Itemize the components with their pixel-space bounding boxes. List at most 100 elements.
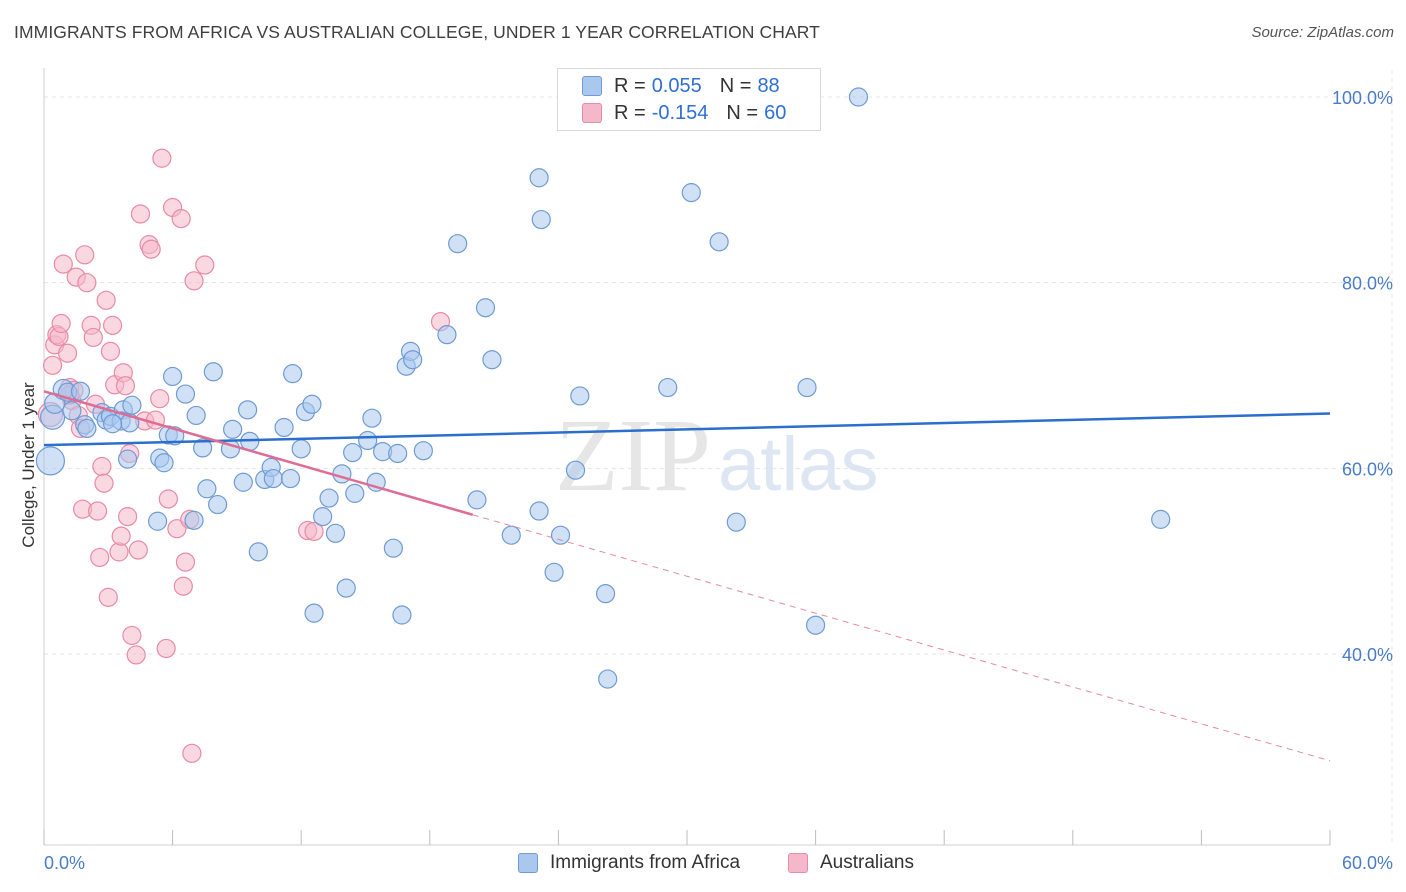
- point-immigrants-from-africa: [291, 439, 311, 459]
- point-immigrants-from-africa: [1151, 509, 1171, 529]
- trend-line-australians: [43, 390, 474, 516]
- watermark: ZIP atlas: [555, 398, 879, 513]
- y-tick-label: 100.0%: [1332, 88, 1393, 108]
- point-australians: [53, 254, 73, 274]
- point-immigrants-from-africa: [413, 441, 433, 461]
- point-immigrants-from-africa: [263, 468, 283, 489]
- point-australians: [96, 290, 116, 310]
- point-australians: [152, 148, 172, 168]
- point-australians: [130, 204, 151, 224]
- point-immigrants-from-africa: [383, 538, 403, 558]
- point-australians: [57, 343, 78, 363]
- point-immigrants-from-africa: [203, 362, 223, 382]
- point-immigrants-from-africa: [403, 350, 423, 370]
- point-immigrants-from-africa: [529, 168, 549, 188]
- point-immigrants-from-africa: [598, 669, 618, 689]
- point-australians: [94, 473, 114, 493]
- point-immigrants-from-africa: [595, 584, 616, 604]
- point-immigrants-from-africa: [437, 325, 457, 345]
- y-tick-label: 40.0%: [1342, 645, 1393, 665]
- trend-lines: [43, 390, 1331, 762]
- point-australians: [90, 547, 110, 568]
- point-australians: [42, 355, 63, 375]
- point-immigrants-from-africa: [325, 523, 346, 543]
- point-immigrants-from-africa: [345, 483, 365, 503]
- point-immigrants-from-africa: [709, 232, 729, 252]
- point-immigrants-from-africa: [475, 298, 496, 318]
- series-legend: Immigrants from Africa Australians: [0, 852, 1406, 876]
- series-legend-swatch-blue: [518, 853, 538, 873]
- legend-n-value: 60: [764, 101, 787, 124]
- point-immigrants-from-africa: [208, 494, 228, 515]
- point-immigrants-from-africa: [117, 449, 138, 469]
- point-immigrants-from-africa: [304, 603, 324, 623]
- point-immigrants-from-africa: [175, 384, 196, 404]
- point-australians: [167, 519, 187, 539]
- point-australians: [173, 576, 193, 596]
- series-legend-item-africa[interactable]: Immigrants from Africa: [518, 852, 740, 874]
- point-australians: [92, 456, 112, 477]
- point-australians: [115, 376, 136, 396]
- y-tick-label: 80.0%: [1342, 274, 1393, 294]
- point-immigrants-from-africa: [223, 419, 243, 439]
- legend-n-value: 88: [757, 74, 780, 97]
- point-immigrants-from-africa: [681, 183, 701, 203]
- point-australians: [195, 255, 215, 275]
- point-australians: [51, 313, 71, 334]
- source-label: Source: ZipAtlas.com: [1251, 24, 1394, 41]
- point-immigrants-from-africa: [482, 350, 502, 370]
- y-axis-label: College, Under 1 year: [19, 382, 38, 548]
- point-australians: [175, 552, 196, 572]
- point-immigrants-from-africa: [313, 507, 333, 527]
- legend-swatch-blue: [582, 76, 602, 96]
- point-immigrants-from-africa: [343, 442, 363, 463]
- point-australians: [111, 526, 131, 546]
- point-immigrants-from-africa: [388, 443, 408, 464]
- chart-title: IMMIGRANTS FROM AFRICA VS AUSTRALIAN COL…: [14, 22, 820, 42]
- point-immigrants-from-africa: [147, 511, 168, 531]
- point-immigrants-from-africa: [358, 430, 378, 451]
- watermark-atlas: atlas: [718, 422, 879, 507]
- watermark-zip: ZIP: [555, 398, 711, 513]
- point-immigrants-from-africa: [797, 377, 817, 398]
- point-immigrants-from-africa: [197, 479, 217, 499]
- point-immigrants-from-africa: [102, 414, 123, 434]
- series-legend-item-australians[interactable]: Australians: [788, 852, 914, 874]
- point-immigrants-from-africa: [154, 453, 174, 473]
- point-australians: [184, 271, 204, 291]
- point-immigrants-from-africa: [565, 460, 586, 480]
- point-australians: [150, 389, 170, 409]
- point-australians: [102, 315, 123, 335]
- point-australians: [182, 743, 202, 763]
- legend-r-label: R =: [614, 101, 646, 124]
- point-australians: [122, 625, 142, 646]
- point-immigrants-from-africa: [122, 395, 142, 415]
- point-immigrants-from-africa: [77, 418, 97, 439]
- point-immigrants-from-africa: [467, 490, 487, 510]
- point-australians: [126, 645, 146, 665]
- point-immigrants-from-africa: [848, 87, 869, 107]
- point-immigrants-from-africa: [529, 501, 549, 521]
- point-immigrants-from-africa: [544, 562, 564, 582]
- point-australians: [304, 521, 324, 542]
- point-immigrants-from-africa: [70, 381, 91, 401]
- x-tick-label: 60.0%: [1342, 853, 1393, 873]
- point-australians: [141, 239, 161, 259]
- point-immigrants-from-africa: [274, 417, 294, 438]
- point-immigrants-from-africa: [238, 400, 258, 420]
- point-immigrants-from-africa: [248, 542, 268, 562]
- point-immigrants-from-africa: [550, 525, 571, 545]
- point-australians: [117, 507, 138, 527]
- point-immigrants-from-africa: [280, 468, 301, 489]
- legend-r-value: -0.154: [651, 101, 709, 124]
- point-immigrants-from-africa: [163, 366, 183, 387]
- series-legend-label: Australians: [820, 852, 914, 873]
- point-australians: [75, 245, 95, 265]
- point-australians: [156, 638, 176, 659]
- point-immigrants-from-africa: [448, 234, 468, 254]
- point-immigrants-from-africa: [302, 394, 322, 414]
- legend-row-africa: R = 0.055 N = 88: [582, 73, 780, 99]
- tick-labels: 40.0% 60.0% 80.0% 100.0% 0.0% 60.0%: [44, 88, 1393, 873]
- point-australians: [128, 540, 148, 560]
